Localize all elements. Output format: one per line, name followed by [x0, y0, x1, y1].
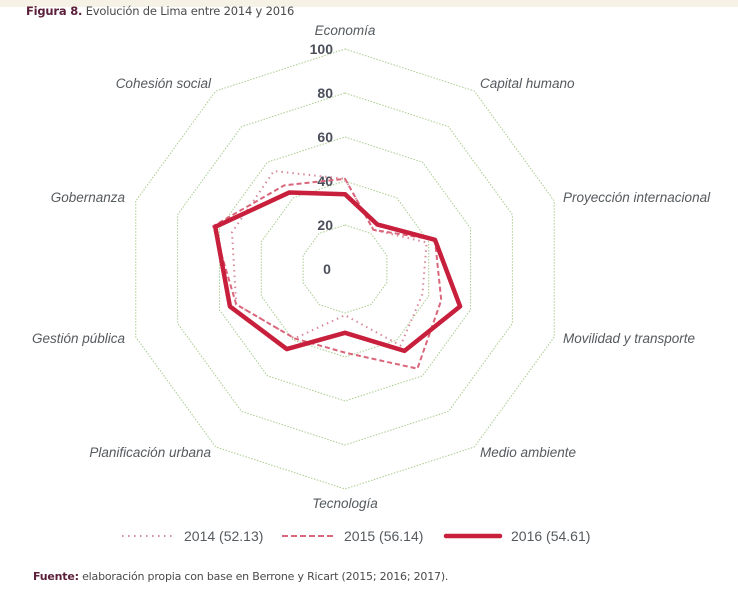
tick-label-0: 0 [323, 261, 331, 277]
dashed-line-swatch-icon [282, 535, 334, 537]
axis-label-4: Medio ambiente [480, 445, 576, 460]
axis-label-0: Economía [315, 23, 376, 38]
source-label: Fuente: [33, 570, 79, 583]
legend: 2014 (52.13) 2015 (56.14) 2016 (54.61) [120, 528, 600, 548]
radar-series [212, 170, 463, 370]
grid-ring-40 [260, 180, 430, 358]
grid-ring-80 [177, 92, 513, 446]
axis-label-6: Planificación urbana [89, 445, 211, 460]
series-2014 [231, 170, 428, 347]
tick-label-100: 100 [310, 41, 334, 57]
axis-label-2: Proyección internacional [563, 190, 711, 205]
dotted-line-swatch-icon [122, 535, 174, 537]
grid-ring-20 [302, 224, 388, 314]
axis-label-8: Gobernanza [51, 190, 126, 205]
figure-title-text: Evolución de Lima entre 2014 y 2016 [85, 4, 295, 18]
tick-label-80: 80 [317, 85, 333, 101]
source-text: elaboración propia con base en Berrone y… [82, 570, 449, 583]
legend-item-2016: 2016 (54.61) [443, 528, 590, 544]
top-band [0, 0, 738, 7]
grid-ring-100 [135, 48, 555, 490]
series-2016 [213, 190, 463, 354]
solid-line-swatch-icon [443, 533, 503, 539]
figure-title: Figura 8. Evolución de Lima entre 2014 y… [26, 4, 294, 18]
axis-label-1: Capital humano [480, 76, 575, 91]
axis-label-3: Movilidad y transporte [563, 331, 695, 346]
legend-item-2014: 2014 (52.13) [120, 528, 263, 544]
source-note: Fuente: elaboración propia con base en B… [33, 570, 448, 583]
figure-label: Figura 8. [26, 4, 83, 18]
tick-label-20: 20 [317, 217, 333, 233]
grid-ring-60 [218, 136, 472, 402]
legend-label-2015: 2015 (56.14) [344, 528, 424, 544]
tick-label-60: 60 [317, 129, 333, 145]
legend-label-2016: 2016 (54.61) [511, 528, 591, 544]
legend-item-2015: 2015 (56.14) [280, 528, 423, 544]
axis-label-7: Gestión pública [32, 331, 126, 346]
axis-label-5: Tecnología [312, 496, 378, 511]
radar-grid [135, 48, 555, 490]
legend-label-2014: 2014 (52.13) [184, 528, 264, 544]
axis-labels: Economía Capital humano Proyección interna… [32, 23, 711, 511]
axis-label-9: Cohesión social [116, 76, 212, 91]
